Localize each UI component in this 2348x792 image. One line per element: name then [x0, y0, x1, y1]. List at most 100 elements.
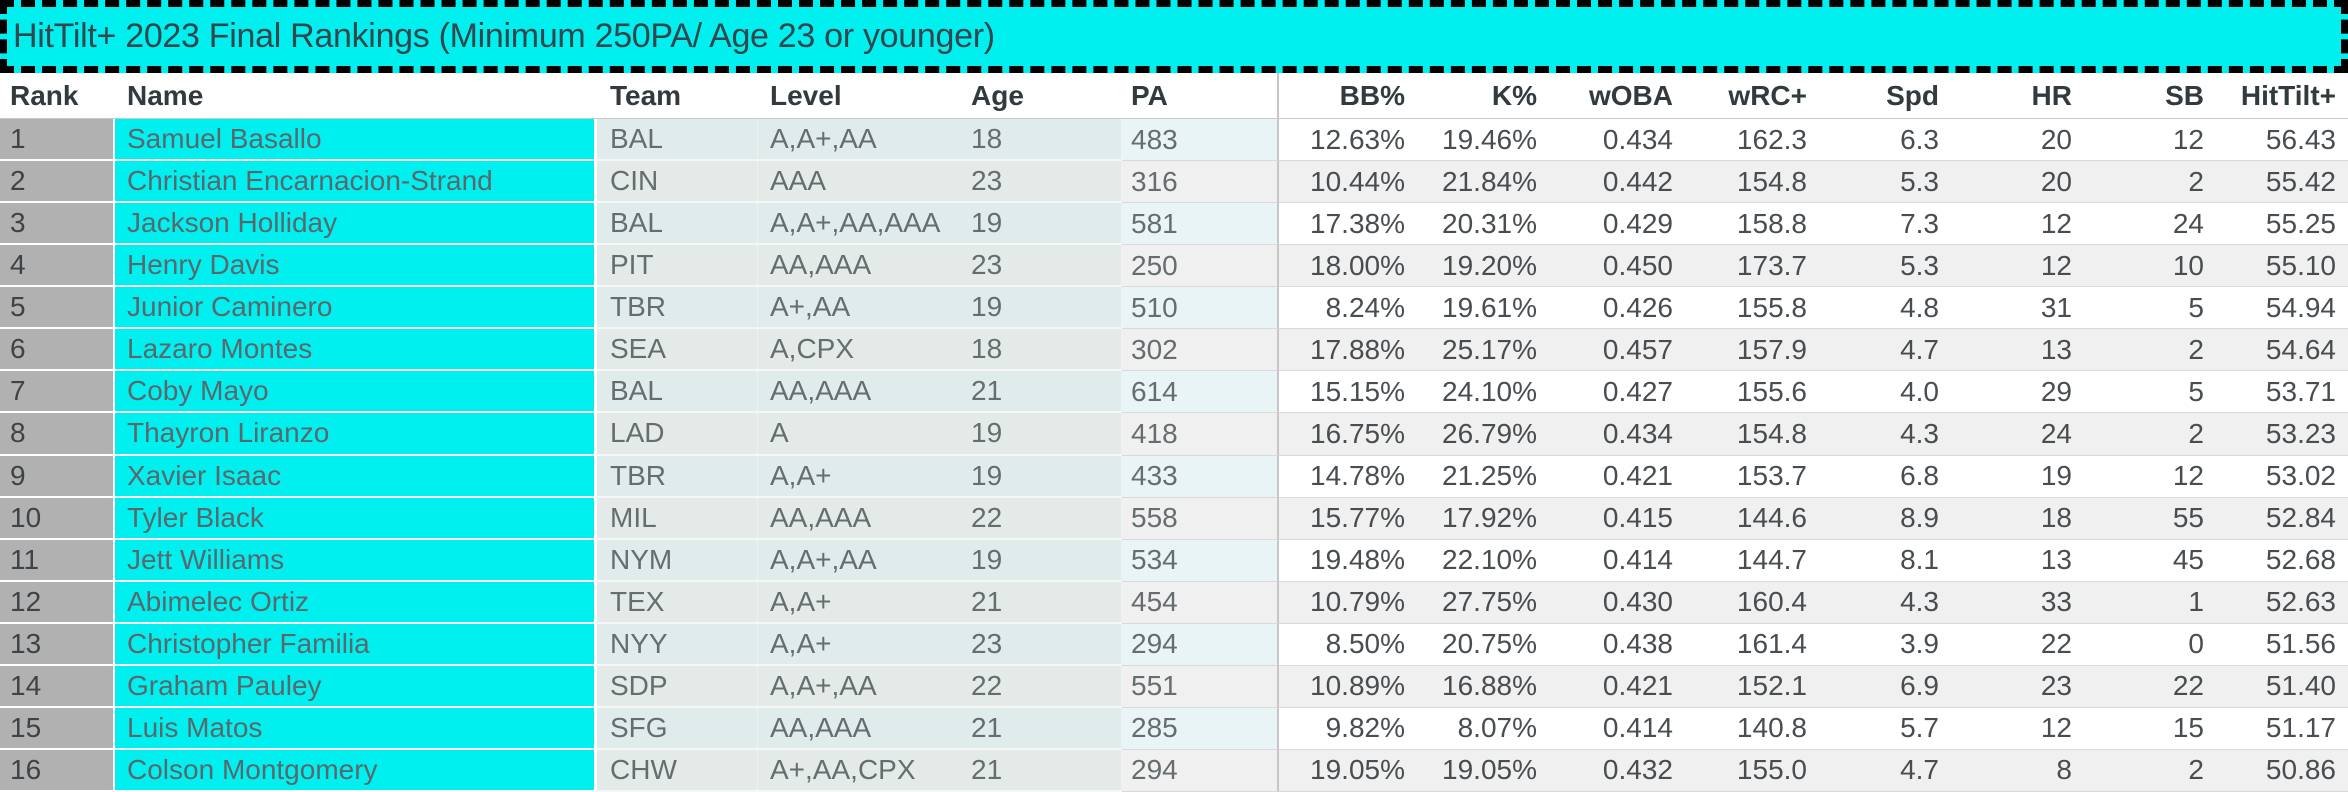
column-header-k[interactable]: K%	[1491, 79, 1537, 111]
cell-age[interactable]: 19	[963, 287, 1122, 330]
column-header-hr[interactable]: HR	[2031, 79, 2072, 111]
cell-spd[interactable]: 3.9	[1815, 623, 1945, 666]
cell-k[interactable]: 8.07%	[1415, 707, 1545, 750]
cell-rank[interactable]: 6	[0, 329, 115, 372]
cell-age[interactable]: 21	[963, 707, 1122, 750]
cell-name[interactable]: Christopher Familia	[115, 623, 597, 666]
cell-hittilt[interactable]: 51.56	[2210, 623, 2348, 666]
cell-woba[interactable]: 0.457	[1545, 329, 1680, 372]
cell-k[interactable]: 27.75%	[1415, 581, 1545, 624]
cell-bb[interactable]: 8.24%	[1277, 287, 1415, 330]
cell-wrc[interactable]: 144.7	[1680, 539, 1815, 582]
cell-hr[interactable]: 29	[1945, 371, 2078, 414]
cell-hr[interactable]: 31	[1945, 287, 2078, 330]
cell-k[interactable]: 22.10%	[1415, 539, 1545, 582]
cell-wrc[interactable]: 157.9	[1680, 329, 1815, 372]
cell-sb[interactable]: 12	[2078, 455, 2210, 498]
cell-sb[interactable]: 1	[2078, 581, 2210, 624]
cell-hr[interactable]: 20	[1945, 161, 2078, 204]
cell-hittilt[interactable]: 50.86	[2210, 749, 2348, 792]
column-header-team[interactable]: Team	[610, 79, 682, 111]
cell-sb[interactable]: 0	[2078, 623, 2210, 666]
cell-hittilt[interactable]: 52.84	[2210, 497, 2348, 540]
cell-bb[interactable]: 16.75%	[1277, 413, 1415, 456]
cell-woba[interactable]: 0.414	[1545, 707, 1680, 750]
cell-pa[interactable]: 483	[1122, 119, 1277, 162]
cell-hittilt[interactable]: 53.02	[2210, 455, 2348, 498]
cell-k[interactable]: 17.92%	[1415, 497, 1545, 540]
cell-level[interactable]: AAA	[758, 161, 963, 204]
cell-hr[interactable]: 8	[1945, 749, 2078, 792]
cell-sb[interactable]: 55	[2078, 497, 2210, 540]
cell-age[interactable]: 19	[963, 203, 1122, 246]
cell-hittilt[interactable]: 53.23	[2210, 413, 2348, 456]
cell-hr[interactable]: 12	[1945, 245, 2078, 288]
cell-name[interactable]: Abimelec Ortiz	[115, 581, 597, 624]
cell-spd[interactable]: 5.3	[1815, 245, 1945, 288]
cell-woba[interactable]: 0.426	[1545, 287, 1680, 330]
cell-age[interactable]: 22	[963, 497, 1122, 540]
cell-rank[interactable]: 1	[0, 119, 115, 162]
cell-pa[interactable]: 433	[1122, 455, 1277, 498]
cell-level[interactable]: A,CPX	[758, 329, 963, 372]
cell-spd[interactable]: 8.1	[1815, 539, 1945, 582]
cell-level[interactable]: AA,AAA	[758, 371, 963, 414]
cell-level[interactable]: A,A+,AA	[758, 119, 963, 162]
cell-sb[interactable]: 15	[2078, 707, 2210, 750]
cell-pa[interactable]: 302	[1122, 329, 1277, 372]
cell-woba[interactable]: 0.442	[1545, 161, 1680, 204]
cell-hittilt[interactable]: 53.71	[2210, 371, 2348, 414]
cell-bb[interactable]: 10.44%	[1277, 161, 1415, 204]
cell-age[interactable]: 19	[963, 539, 1122, 582]
cell-sb[interactable]: 2	[2078, 329, 2210, 372]
cell-name[interactable]: Christian Encarnacion-Strand	[115, 161, 597, 204]
cell-team[interactable]: MIL	[597, 497, 758, 540]
cell-hr[interactable]: 33	[1945, 581, 2078, 624]
cell-wrc[interactable]: 140.8	[1680, 707, 1815, 750]
cell-rank[interactable]: 13	[0, 623, 115, 666]
cell-team[interactable]: SDP	[597, 665, 758, 708]
cell-team[interactable]: NYY	[597, 623, 758, 666]
cell-name[interactable]: Coby Mayo	[115, 371, 597, 414]
cell-spd[interactable]: 6.8	[1815, 455, 1945, 498]
cell-age[interactable]: 23	[963, 623, 1122, 666]
column-header-woba[interactable]: wOBA	[1589, 79, 1673, 111]
cell-wrc[interactable]: 161.4	[1680, 623, 1815, 666]
cell-woba[interactable]: 0.434	[1545, 413, 1680, 456]
column-header-bb[interactable]: BB%	[1277, 73, 1415, 118]
column-header-age[interactable]: Age	[971, 79, 1024, 111]
cell-hittilt[interactable]: 55.25	[2210, 203, 2348, 246]
cell-age[interactable]: 21	[963, 371, 1122, 414]
cell-hittilt[interactable]: 56.43	[2210, 119, 2348, 162]
column-header-name[interactable]: Name	[127, 79, 204, 111]
cell-bb[interactable]: 15.15%	[1277, 371, 1415, 414]
cell-hr[interactable]: 12	[1945, 203, 2078, 246]
cell-pa[interactable]: 294	[1122, 749, 1277, 792]
cell-wrc[interactable]: 154.8	[1680, 413, 1815, 456]
cell-level[interactable]: A,A+	[758, 623, 963, 666]
cell-bb[interactable]: 19.48%	[1277, 539, 1415, 582]
cell-name[interactable]: Henry Davis	[115, 245, 597, 288]
cell-wrc[interactable]: 153.7	[1680, 455, 1815, 498]
column-header-spd[interactable]: Spd	[1886, 79, 1939, 111]
cell-pa[interactable]: 534	[1122, 539, 1277, 582]
cell-hr[interactable]: 20	[1945, 119, 2078, 162]
cell-name[interactable]: Xavier Isaac	[115, 455, 597, 498]
cell-hr[interactable]: 22	[1945, 623, 2078, 666]
cell-bb[interactable]: 12.63%	[1277, 119, 1415, 162]
cell-k[interactable]: 19.20%	[1415, 245, 1545, 288]
cell-level[interactable]: A	[758, 413, 963, 456]
cell-k[interactable]: 21.84%	[1415, 161, 1545, 204]
cell-woba[interactable]: 0.427	[1545, 371, 1680, 414]
cell-bb[interactable]: 19.05%	[1277, 749, 1415, 792]
cell-woba[interactable]: 0.434	[1545, 119, 1680, 162]
cell-team[interactable]: PIT	[597, 245, 758, 288]
cell-sb[interactable]: 24	[2078, 203, 2210, 246]
cell-team[interactable]: CIN	[597, 161, 758, 204]
cell-age[interactable]: 22	[963, 665, 1122, 708]
cell-name[interactable]: Jett Williams	[115, 539, 597, 582]
cell-wrc[interactable]: 152.1	[1680, 665, 1815, 708]
cell-k[interactable]: 20.31%	[1415, 203, 1545, 246]
cell-pa[interactable]: 551	[1122, 665, 1277, 708]
cell-team[interactable]: TEX	[597, 581, 758, 624]
